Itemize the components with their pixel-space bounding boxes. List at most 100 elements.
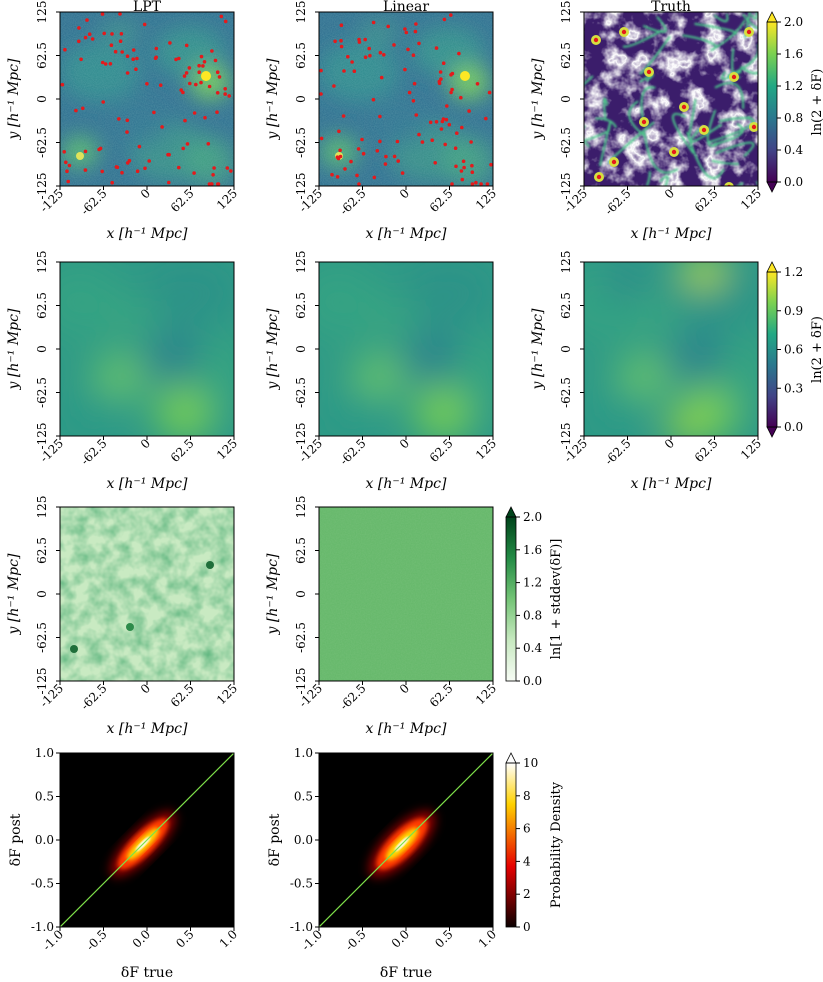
panel-histogram-1: r =0.88-1.0-1.0-0.5-0.50.00.00.50.51.01.…	[267, 746, 499, 981]
x-tick-label: 125	[214, 681, 240, 707]
halo-marker	[177, 165, 181, 170]
y-tick-label: 0	[35, 95, 49, 103]
node-core	[611, 159, 617, 165]
halo-marker	[346, 54, 350, 59]
filament	[694, 22, 737, 36]
halo-marker	[85, 18, 89, 22]
halo-marker	[158, 83, 163, 87]
colorbar-gradient	[767, 272, 777, 427]
peak	[460, 71, 470, 81]
colorbar-tick-label: 1.2	[784, 265, 803, 279]
halo-marker	[90, 37, 95, 41]
density-blob	[414, 384, 474, 436]
halo-marker	[206, 142, 211, 146]
halo-marker	[118, 39, 123, 43]
halo-marker	[384, 154, 388, 159]
halo-marker	[449, 90, 453, 95]
halo-marker	[356, 147, 361, 151]
halo-marker	[460, 125, 464, 130]
colorbar-tick-label: 8	[523, 789, 531, 803]
halo-marker	[110, 32, 114, 36]
halo-marker	[396, 159, 400, 163]
halo-marker	[379, 75, 384, 80]
y-tick-label: -125	[559, 423, 573, 450]
halo-marker	[335, 155, 340, 159]
halo-marker	[437, 79, 442, 84]
halo-marker	[433, 161, 437, 165]
halo-marker	[185, 142, 190, 146]
filament	[645, 170, 651, 186]
node-core	[727, 184, 731, 186]
halo-marker	[197, 63, 201, 68]
halo-marker	[142, 22, 147, 27]
halo-marker	[434, 120, 439, 124]
halo-marker	[125, 118, 130, 123]
column-title-linear: Linear	[383, 0, 429, 15]
halo-marker	[125, 71, 130, 75]
halo-marker	[110, 180, 114, 185]
halo-marker	[395, 139, 400, 144]
halo-marker	[219, 14, 224, 19]
panel-histogram-0: r =0.9-1.0-1.0-0.5-0.50.00.00.50.51.01.0…	[8, 746, 240, 981]
halo-marker	[134, 67, 138, 71]
x-tick-label: 125	[738, 436, 764, 462]
halo-marker	[470, 163, 474, 168]
halo-marker	[152, 110, 156, 115]
halo-marker	[414, 22, 418, 26]
x-tick-label: -62.5	[337, 681, 369, 713]
halo-marker	[372, 175, 377, 180]
halo-marker	[101, 100, 105, 104]
x-tick-label: 62.5	[168, 681, 197, 710]
y-tick-label: 0	[294, 95, 308, 103]
halo-marker	[207, 84, 212, 89]
y-tick-label: -1.0	[290, 920, 313, 934]
halo-marker	[100, 60, 105, 65]
halo-marker	[386, 24, 390, 29]
halo-marker	[382, 53, 386, 57]
filament	[736, 181, 744, 186]
node-core	[701, 127, 707, 133]
halo-marker	[62, 150, 66, 154]
halo-marker	[450, 71, 455, 76]
y-tick-label: -125	[294, 423, 308, 450]
colorbar-tick-label: 0.3	[784, 381, 803, 395]
halo-marker	[174, 57, 178, 62]
identity-line	[319, 753, 493, 927]
halo-marker	[108, 62, 113, 66]
y-tick-label: -0.5	[290, 877, 313, 891]
x-tick-label: 0.0	[389, 927, 412, 950]
x-tick-label: 1.0	[476, 927, 499, 950]
filament	[622, 29, 664, 48]
y-tick-label: 0	[294, 590, 308, 598]
halo-marker	[339, 44, 344, 49]
y-tick-label: -125	[559, 173, 573, 200]
x-tick-label: 0	[138, 681, 153, 696]
halo-marker	[360, 137, 364, 142]
x-tick-label: 62.5	[427, 681, 456, 710]
x-tick-label: 0.0	[130, 927, 153, 950]
panel-image	[319, 753, 493, 927]
halo-marker	[143, 166, 147, 171]
halo-marker	[209, 182, 214, 186]
y-tick-label: -1.0	[31, 920, 54, 934]
y-tick-label: -125	[294, 173, 308, 200]
y-tick-label: 62.5	[35, 292, 49, 319]
halo-marker	[357, 37, 361, 42]
halo-marker	[181, 90, 185, 95]
correlation-annotation: r =0.9	[163, 895, 208, 911]
node-core	[646, 69, 652, 75]
halo-marker	[404, 30, 409, 35]
halo-marker	[371, 97, 376, 102]
panel-image	[584, 262, 758, 436]
halo-marker	[215, 70, 220, 74]
colorbar-label: ln(2 + δF)	[810, 316, 823, 383]
x-tick-label: -62.5	[78, 436, 110, 468]
halo-marker	[319, 136, 324, 141]
halo-marker	[74, 108, 78, 113]
density-blob	[60, 387, 120, 436]
filament	[689, 123, 723, 143]
y-tick-label: 1.0	[294, 746, 313, 760]
halo-marker	[462, 165, 466, 170]
